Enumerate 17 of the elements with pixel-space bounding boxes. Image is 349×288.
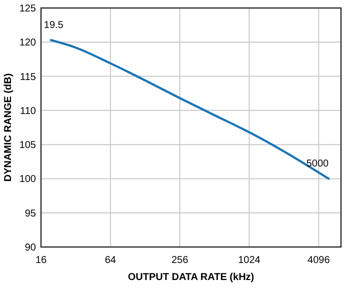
y-tick-label: 115 <box>20 72 36 83</box>
y-tick-label: 120 <box>19 38 36 49</box>
x-tick-label: 1024 <box>238 255 261 266</box>
y-tick-label: 125 <box>19 4 36 14</box>
y-tick-label: 100 <box>19 174 36 186</box>
y-tick-label: 110 <box>20 106 36 117</box>
y-axis-title: DYNAMIC RANGE (dB) <box>3 73 14 182</box>
annotation: 5000 <box>306 158 330 170</box>
x-axis-title: OUTPUT DATA RATE (kHz) <box>128 272 254 283</box>
y-tick-label: 105 <box>19 140 36 152</box>
annotation: 19.5 <box>44 20 64 32</box>
x-tick-label: 4096 <box>308 255 330 266</box>
y-tick-label: 95 <box>24 208 36 220</box>
x-tick-label: 256 <box>171 255 189 266</box>
x-tick-label: 64 <box>104 255 116 266</box>
x-tick-label: 16 <box>35 255 47 266</box>
y-tick-label: 90 <box>24 242 36 254</box>
